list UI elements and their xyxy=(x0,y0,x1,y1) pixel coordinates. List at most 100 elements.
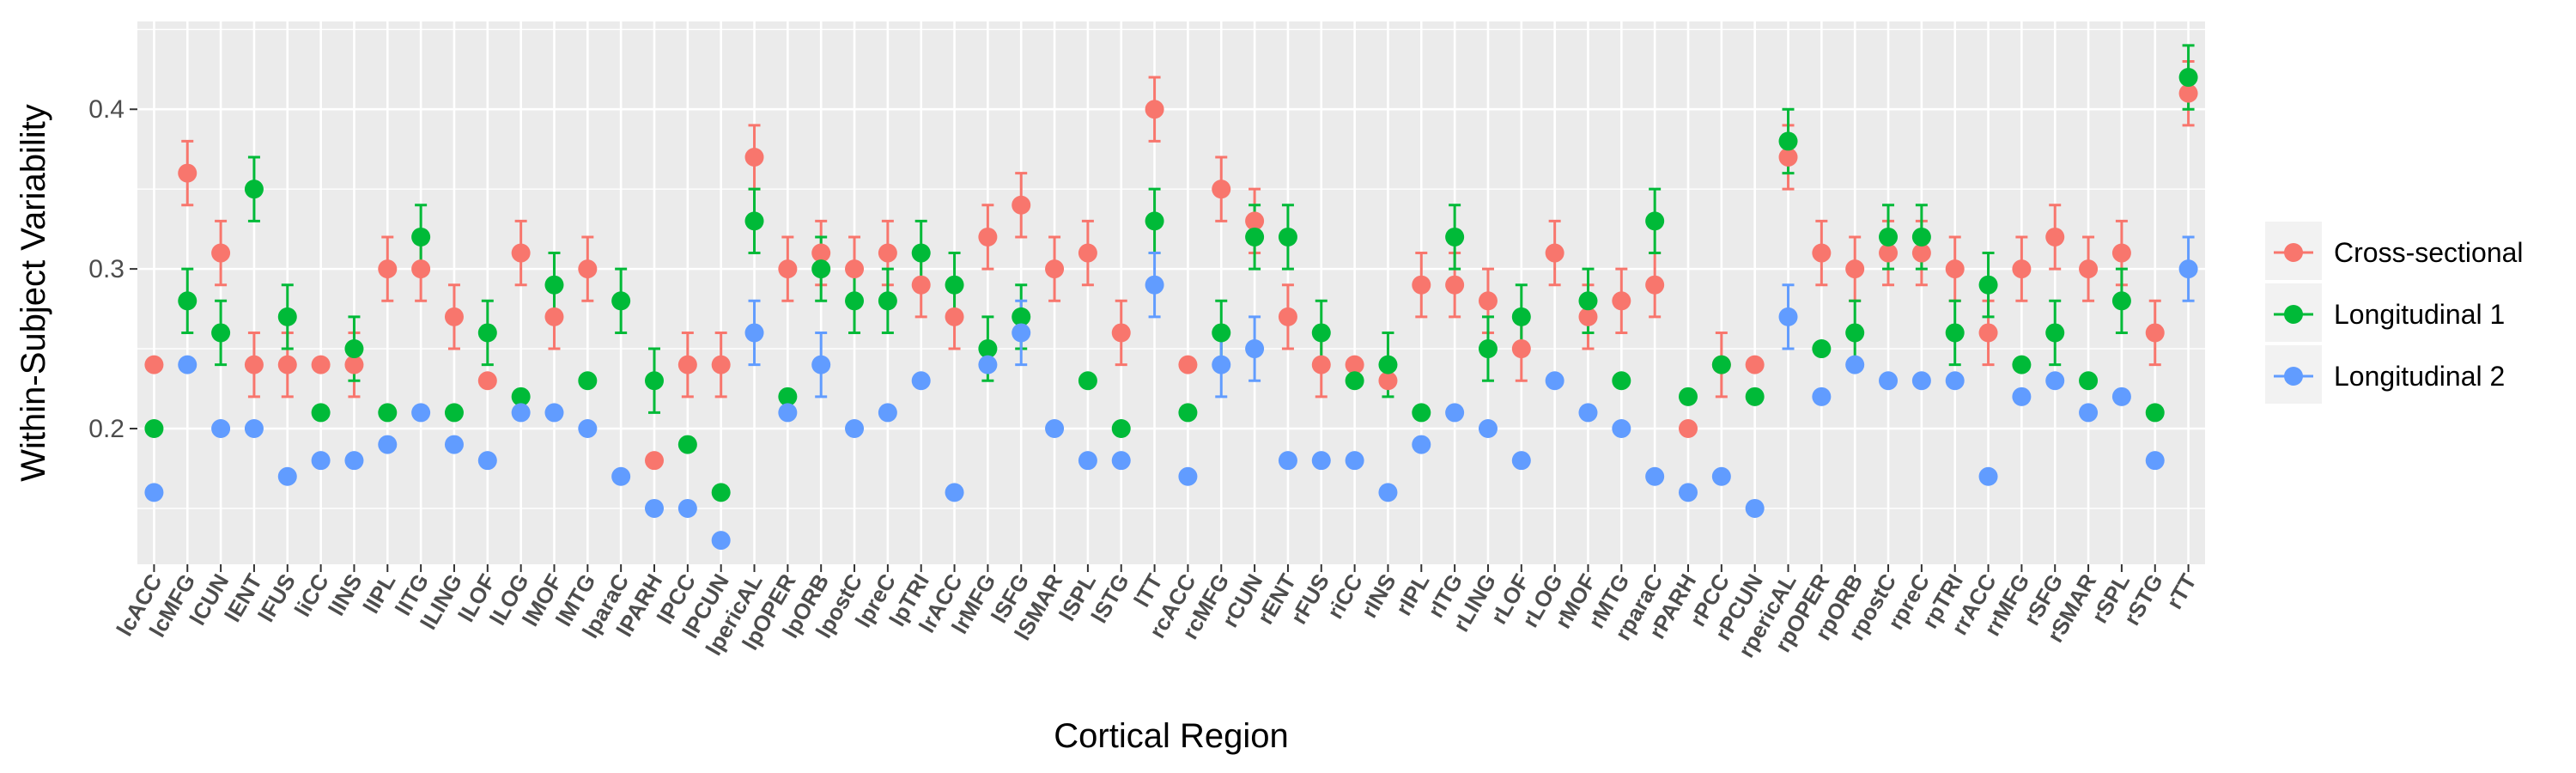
data-point xyxy=(344,451,364,471)
data-point xyxy=(311,355,331,374)
data-point xyxy=(1745,386,1765,406)
data-point xyxy=(1445,227,1465,247)
data-point xyxy=(544,403,564,423)
data-point xyxy=(1945,259,1965,279)
data-point xyxy=(911,371,931,391)
data-point xyxy=(511,243,531,263)
data-point xyxy=(1212,323,1231,343)
legend-entry-label: Longitudinal 2 xyxy=(2334,361,2505,392)
data-point xyxy=(1578,307,1598,326)
grid-minor xyxy=(137,28,2205,509)
data-point xyxy=(277,466,297,486)
data-point xyxy=(1145,275,1164,295)
data-point xyxy=(1711,355,1731,374)
data-point xyxy=(1845,323,1865,343)
data-point xyxy=(1545,243,1564,263)
data-point xyxy=(878,243,897,263)
data-point xyxy=(411,403,431,423)
x-tick-label: rTT xyxy=(2161,569,2202,613)
data-point xyxy=(677,435,697,454)
y-tick-label: 0.2 xyxy=(88,415,125,443)
legend-entry-label: Longitudinal 1 xyxy=(2334,299,2505,330)
data-point xyxy=(1679,419,1698,438)
data-point xyxy=(744,148,764,167)
data-points xyxy=(144,68,2198,551)
data-point xyxy=(1778,131,1798,151)
data-point xyxy=(945,307,964,326)
legend-key-point xyxy=(2284,305,2303,324)
data-point xyxy=(1311,355,1331,374)
data-point xyxy=(2045,227,2065,247)
data-point xyxy=(1145,211,1164,231)
data-point xyxy=(978,339,998,359)
data-point xyxy=(1612,419,1631,438)
data-point xyxy=(277,355,297,374)
data-point xyxy=(611,291,631,311)
data-point xyxy=(1911,371,1931,391)
data-point xyxy=(978,355,998,374)
data-point xyxy=(2079,259,2099,279)
data-point xyxy=(2178,259,2198,279)
data-point xyxy=(378,259,398,279)
data-point xyxy=(211,243,231,263)
data-point xyxy=(1012,195,1031,215)
data-point xyxy=(845,259,865,279)
x-tick-label: lINS xyxy=(323,569,367,620)
legend: Cross-sectional Longitudinal 1 Longitudina… xyxy=(2265,222,2524,404)
data-point xyxy=(2111,291,2131,311)
data-point xyxy=(1812,243,1832,263)
data-point xyxy=(1879,243,1899,263)
data-point xyxy=(878,403,897,423)
y-tick-label: 0.4 xyxy=(88,95,125,124)
data-point xyxy=(711,531,731,551)
data-point xyxy=(811,355,831,374)
x-axis: lcACClcMFGlCUNlENTlFUSliCClINSlIPLlITGlL… xyxy=(112,564,2202,662)
data-point xyxy=(1278,227,1297,247)
data-point xyxy=(1978,275,1998,295)
data-point xyxy=(444,307,464,326)
data-point xyxy=(1012,323,1031,343)
data-point xyxy=(311,451,331,471)
data-point xyxy=(1679,483,1698,502)
data-point xyxy=(178,291,197,311)
data-point xyxy=(1812,386,1832,406)
data-point xyxy=(1111,451,1131,471)
data-point xyxy=(1911,227,1931,247)
data-point xyxy=(1111,419,1131,438)
data-point xyxy=(1178,403,1198,423)
data-point xyxy=(1978,323,1998,343)
data-point xyxy=(511,386,531,406)
data-point xyxy=(845,291,865,311)
y-axis-title: Within-Subject Variability xyxy=(15,104,52,481)
data-point xyxy=(1778,148,1798,167)
data-point xyxy=(477,323,497,343)
data-point xyxy=(311,403,331,423)
data-point xyxy=(778,386,798,406)
data-point xyxy=(1645,211,1665,231)
data-point xyxy=(2012,259,2032,279)
data-point xyxy=(1645,466,1665,486)
legend-entry-label: Cross-sectional xyxy=(2334,237,2524,268)
data-point xyxy=(344,355,364,374)
data-point xyxy=(911,243,931,263)
data-point xyxy=(1311,323,1331,343)
data-point xyxy=(645,371,664,391)
data-point xyxy=(578,259,598,279)
data-point xyxy=(1012,307,1031,326)
data-point xyxy=(1845,259,1865,279)
data-point xyxy=(2045,371,2065,391)
data-point xyxy=(211,323,231,343)
data-point xyxy=(1145,100,1164,119)
data-point xyxy=(1345,451,1364,471)
data-point xyxy=(1511,339,1531,359)
data-point xyxy=(978,227,998,247)
data-point xyxy=(945,275,964,295)
data-point xyxy=(1745,498,1765,518)
data-point xyxy=(1478,339,1498,359)
data-point xyxy=(2178,68,2198,88)
data-point xyxy=(1078,371,1097,391)
data-point xyxy=(544,307,564,326)
data-point xyxy=(1378,483,1398,502)
data-point xyxy=(477,451,497,471)
